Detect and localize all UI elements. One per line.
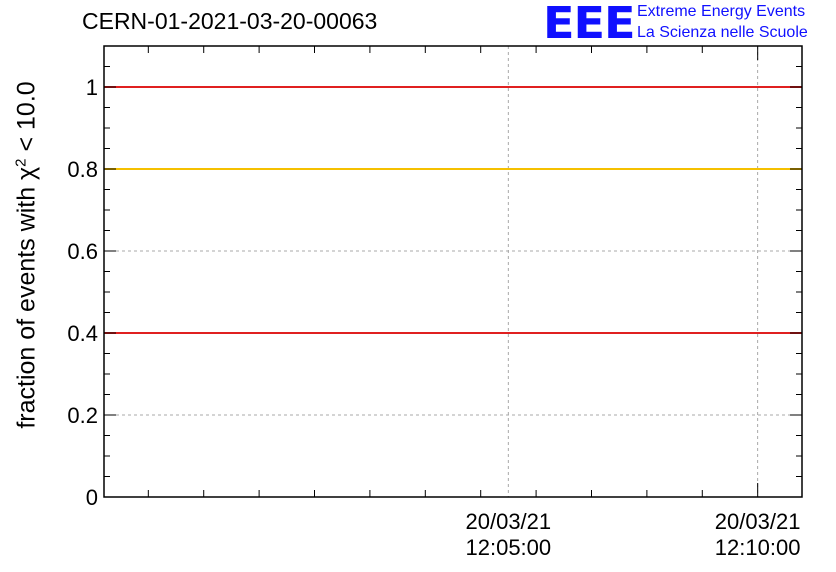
y-tick-label: 1 [86, 75, 98, 100]
y-tick-label: 0.6 [67, 239, 98, 264]
x-tick-time: 12:10:00 [714, 535, 801, 560]
y-tick-label: 0.4 [67, 321, 98, 346]
x-tick-label: 20/03/21 12:05:00 [466, 509, 552, 561]
y-tick-label: 0.2 [67, 403, 98, 428]
chart-title: CERN-01-2021-03-20-00063 [82, 8, 378, 34]
x-tick-time: 12:05:00 [465, 535, 552, 560]
grid-lines [104, 46, 802, 497]
y-tick-labels: 0 0.2 0.4 0.6 0.8 1 [67, 75, 98, 510]
logo-text-line-2: La Scienza nelle Scuole [637, 24, 808, 41]
x-tick-date: 20/03/21 [465, 509, 552, 534]
axes [103, 45, 803, 498]
x-tick-date: 20/03/21 [714, 509, 801, 534]
y-tick-label: 0.8 [67, 157, 98, 182]
y-tick-label: 0 [86, 485, 98, 510]
plot-frame [103, 45, 803, 498]
logo-text-line-1: Extreme Energy Events [637, 3, 806, 20]
x-tick-label: 20/03/21 12:10:00 [715, 509, 801, 561]
reference-lines [104, 86, 802, 334]
eee-logo: EEE [543, 0, 636, 49]
